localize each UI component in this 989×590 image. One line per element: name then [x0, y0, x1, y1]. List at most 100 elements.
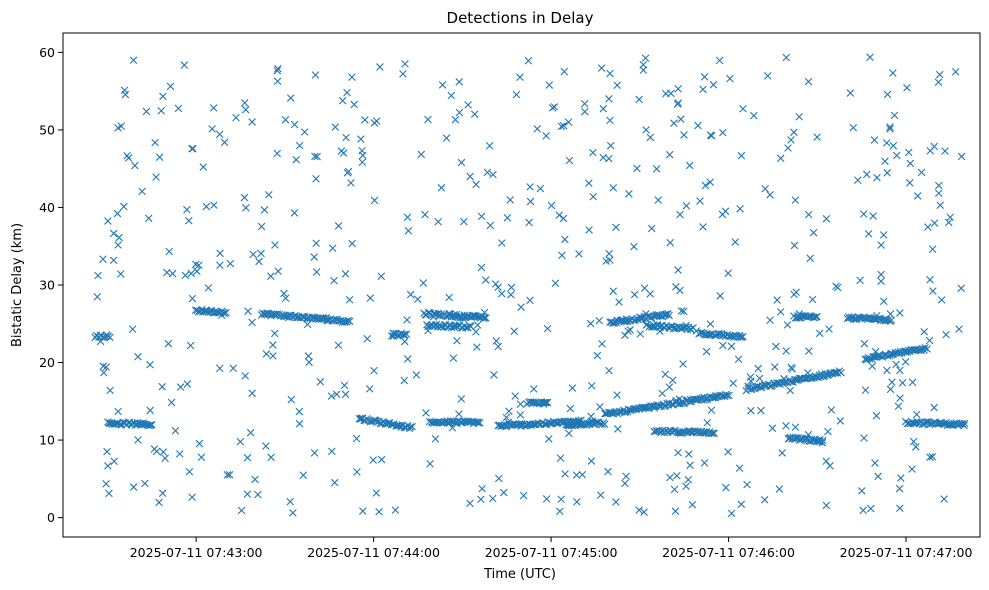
- detection-point-514: [192, 260, 200, 269]
- detection-point-105: [861, 386, 870, 394]
- detection-point-508: [877, 277, 885, 286]
- detection-point-213: [366, 294, 375, 302]
- detection-point-124: [286, 94, 295, 102]
- detection-point-467: [273, 66, 281, 75]
- detection-point-24: [604, 467, 612, 476]
- detection-point-297: [896, 504, 904, 513]
- detection-point-457: [912, 443, 920, 451]
- detection-point-112: [715, 56, 724, 65]
- detection-point-136: [254, 490, 262, 499]
- detection-point-187: [138, 187, 146, 196]
- detection-point-550: [572, 471, 581, 479]
- detection-point-368: [558, 251, 566, 260]
- detection-point-55: [295, 141, 304, 150]
- detection-point-282: [707, 406, 716, 415]
- detection-point-536: [404, 227, 413, 235]
- detection-point-917: [474, 419, 483, 427]
- detection-point-579: [109, 229, 118, 238]
- detection-point-409: [499, 488, 508, 497]
- detection-point-546: [347, 179, 355, 187]
- detection-point-255: [455, 108, 464, 117]
- detection-point-559: [232, 113, 240, 122]
- detection-point-380: [533, 125, 542, 133]
- detection-point-9: [849, 123, 858, 132]
- detection-point-488: [99, 255, 107, 263]
- detection-point-338: [665, 383, 674, 391]
- detection-point-397: [152, 173, 160, 181]
- detection-point-74: [542, 132, 550, 140]
- detection-point-583: [913, 192, 922, 200]
- detection-point-359: [511, 392, 519, 400]
- detection-point-228: [872, 411, 881, 420]
- detection-point-510: [901, 358, 910, 366]
- detection-point-618: [123, 151, 131, 160]
- detection-point-443: [330, 276, 338, 285]
- detection-point-453: [775, 485, 784, 493]
- detection-point-421: [892, 360, 900, 369]
- detection-point-1239: [710, 429, 719, 437]
- detection-point-1480: [921, 418, 929, 426]
- detection-point-319: [473, 343, 481, 351]
- detection-point-1467: [903, 419, 912, 428]
- detection-point-265: [249, 250, 257, 259]
- detection-point-452: [737, 151, 746, 160]
- detection-point-253: [376, 63, 384, 71]
- detection-point-96: [760, 495, 769, 504]
- detection-point-89: [597, 64, 606, 72]
- detection-point-170: [478, 484, 486, 493]
- detection-point-145: [129, 56, 138, 65]
- detection-point-192: [280, 289, 288, 298]
- detection-point-1116: [725, 391, 733, 400]
- detection-point-342: [286, 497, 294, 506]
- detection-point-513: [886, 310, 895, 318]
- detection-point-45: [791, 196, 800, 204]
- detection-point-91: [357, 135, 365, 143]
- detection-point-586: [561, 235, 569, 244]
- detection-point-43: [104, 217, 112, 225]
- detection-point-36: [625, 189, 633, 198]
- detection-point-444: [157, 106, 166, 115]
- detection-point-506: [316, 378, 325, 386]
- detection-point-329: [894, 402, 903, 411]
- detection-point-240: [787, 136, 795, 144]
- detection-point-540: [343, 169, 352, 177]
- detection-point-86: [174, 104, 183, 113]
- detection-point-526: [164, 339, 173, 348]
- detection-point-352: [566, 404, 575, 413]
- detection-point-157: [375, 507, 383, 516]
- detection-point-354: [331, 123, 340, 131]
- detection-point-871: [453, 322, 462, 330]
- detection-point-617: [129, 483, 138, 491]
- detection-point-260: [614, 425, 622, 433]
- detection-point-372: [142, 107, 151, 116]
- detection-point-562: [888, 378, 896, 387]
- detection-point-361: [565, 429, 573, 438]
- detection-point-184: [183, 380, 192, 388]
- detection-point-17: [419, 279, 428, 287]
- detection-point-530: [673, 471, 681, 480]
- detection-point-262: [573, 498, 581, 506]
- detection-point-731: [318, 314, 327, 322]
- detection-point-78: [391, 506, 400, 514]
- detection-point-71: [305, 358, 313, 366]
- detection-point-1389: [845, 314, 854, 322]
- detection-point-363: [609, 287, 618, 295]
- detection-point-455: [622, 472, 630, 481]
- detection-point-484: [670, 485, 679, 494]
- detection-point-482: [447, 91, 456, 100]
- detection-point-507: [186, 341, 195, 350]
- detection-point-480: [144, 214, 153, 223]
- detection-point-316: [328, 244, 337, 253]
- detection-point-32: [340, 381, 349, 390]
- detection-point-348: [685, 161, 694, 170]
- detection-point-458: [585, 226, 593, 234]
- detection-point-1272: [739, 332, 747, 341]
- detection-point-1130: [623, 317, 632, 325]
- detection-point-438: [193, 267, 201, 275]
- detection-point-801: [400, 330, 409, 339]
- detection-point-231: [270, 329, 279, 338]
- detection-point-613: [255, 257, 263, 266]
- detection-point-473: [491, 280, 500, 288]
- detection-point-57: [99, 362, 108, 370]
- detection-point-258: [358, 146, 366, 155]
